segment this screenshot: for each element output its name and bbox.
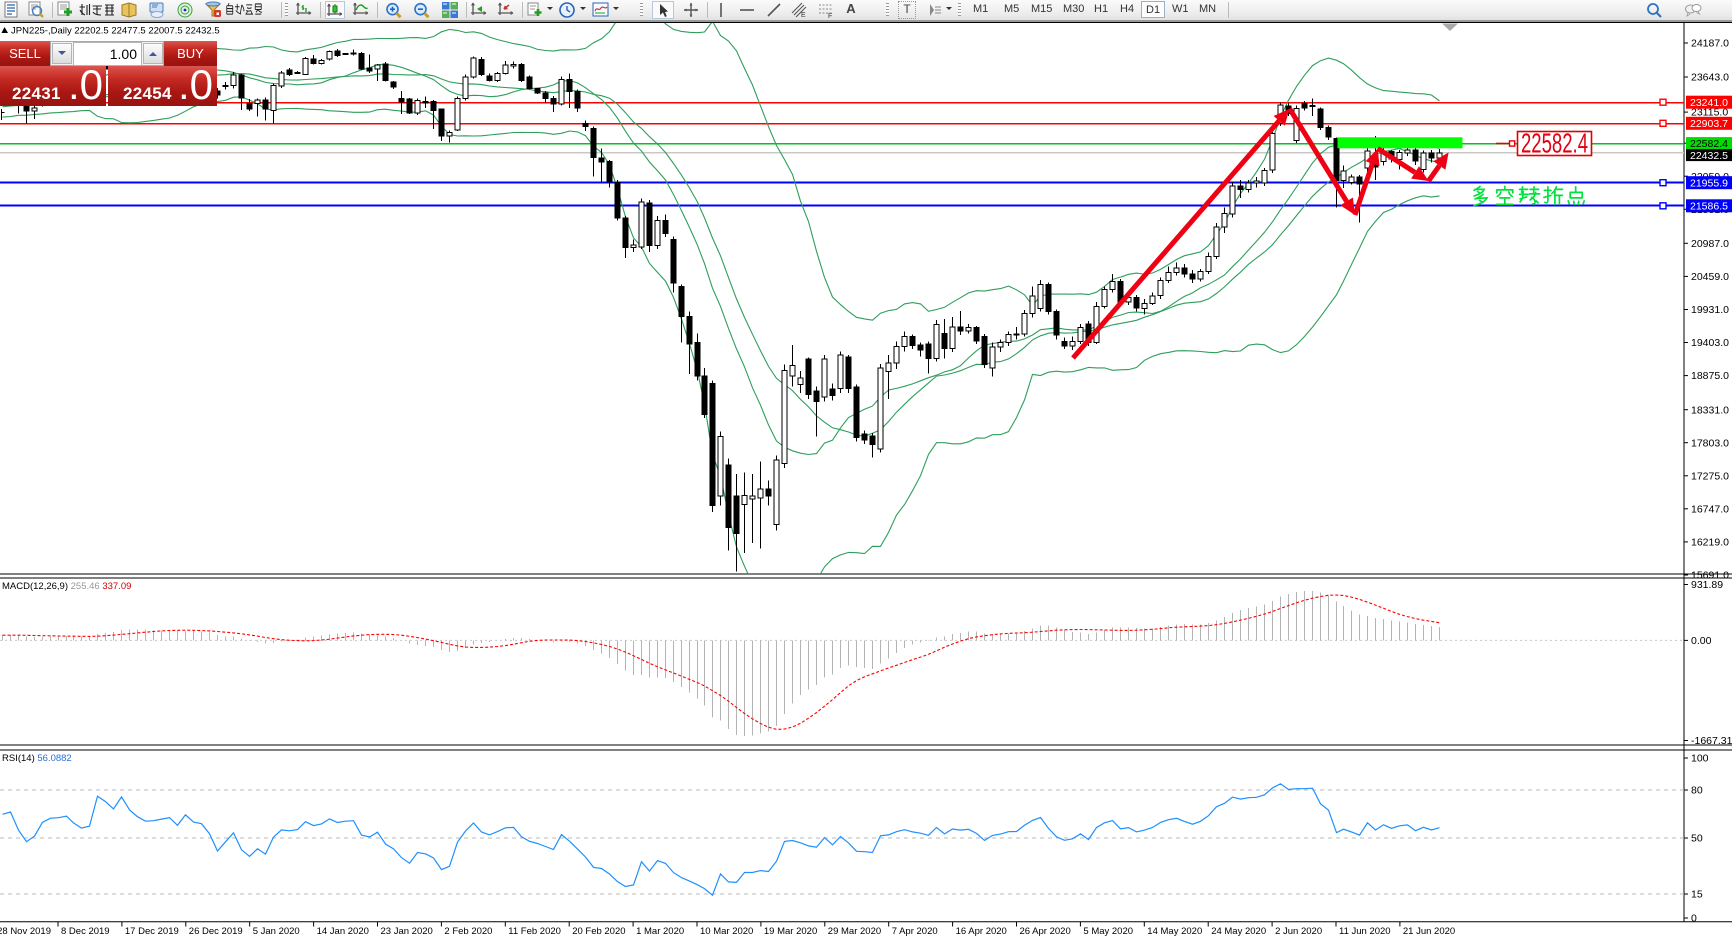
svg-text:17 Dec 2019: 17 Dec 2019 xyxy=(125,926,179,937)
svg-text:19 Mar 2020: 19 Mar 2020 xyxy=(764,926,817,937)
svg-text:11 Feb 2020: 11 Feb 2020 xyxy=(508,926,561,937)
svg-text:5 Jan 2020: 5 Jan 2020 xyxy=(253,926,300,937)
svg-text:23643.0: 23643.0 xyxy=(1691,72,1729,84)
svg-text:10 Mar 2020: 10 Mar 2020 xyxy=(700,926,753,937)
svg-text:15: 15 xyxy=(1691,889,1703,901)
svg-text:RSI(14) 56.0882: RSI(14) 56.0882 xyxy=(2,753,72,764)
svg-text:E: E xyxy=(801,12,806,19)
svg-text:24187.0: 24187.0 xyxy=(1691,38,1729,50)
svg-text:16 Apr 2020: 16 Apr 2020 xyxy=(956,926,1007,937)
svg-text:17803.0: 17803.0 xyxy=(1691,437,1729,449)
svg-text:23241.0: 23241.0 xyxy=(1690,97,1728,109)
svg-text:8 Dec 2019: 8 Dec 2019 xyxy=(61,926,110,937)
svg-text:26 Apr 2020: 26 Apr 2020 xyxy=(1020,926,1071,937)
svg-text:18875.0: 18875.0 xyxy=(1691,370,1729,382)
svg-text:22582.4: 22582.4 xyxy=(1521,128,1588,159)
svg-text:22432.5: 22432.5 xyxy=(1690,150,1728,162)
svg-text:20 Feb 2020: 20 Feb 2020 xyxy=(572,926,625,937)
svg-text:100: 100 xyxy=(1691,753,1709,765)
svg-text:17275.0: 17275.0 xyxy=(1691,470,1729,482)
svg-text:22582.4: 22582.4 xyxy=(1690,138,1728,150)
svg-text:24 May 2020: 24 May 2020 xyxy=(1211,926,1266,937)
svg-text:14 May 2020: 14 May 2020 xyxy=(1147,926,1202,937)
svg-text:-1667.31: -1667.31 xyxy=(1691,735,1732,747)
svg-text:16219.0: 16219.0 xyxy=(1691,537,1729,549)
svg-text:26 Dec 2019: 26 Dec 2019 xyxy=(189,926,243,937)
svg-text:F: F xyxy=(828,13,832,19)
svg-text:5 May 2020: 5 May 2020 xyxy=(1083,926,1133,937)
svg-text:15691.0: 15691.0 xyxy=(1691,570,1729,582)
svg-text:1 Mar 2020: 1 Mar 2020 xyxy=(636,926,684,937)
svg-text:19403.0: 19403.0 xyxy=(1691,337,1729,349)
svg-text:28 Nov 2019: 28 Nov 2019 xyxy=(0,926,51,937)
svg-text:0.00: 0.00 xyxy=(1691,635,1712,647)
svg-text:18331.0: 18331.0 xyxy=(1691,404,1729,416)
svg-text:29 Mar 2020: 29 Mar 2020 xyxy=(828,926,881,937)
svg-text:21955.9: 21955.9 xyxy=(1690,178,1728,190)
svg-text:2 Feb 2020: 2 Feb 2020 xyxy=(444,926,492,937)
svg-text:19931.0: 19931.0 xyxy=(1691,304,1729,316)
svg-text:11 Jun 2020: 11 Jun 2020 xyxy=(1339,926,1391,937)
svg-text:0: 0 xyxy=(1691,913,1697,925)
svg-text:931.89: 931.89 xyxy=(1691,579,1723,591)
svg-text:80: 80 xyxy=(1691,785,1703,797)
svg-text:16747.0: 16747.0 xyxy=(1691,503,1729,515)
svg-text:JPN225-,Daily 22202.5 22477.5: JPN225-,Daily 22202.5 22477.5 22007.5 22… xyxy=(11,26,220,37)
svg-text:21 Jun 2020: 21 Jun 2020 xyxy=(1403,926,1455,937)
svg-text:23115.0: 23115.0 xyxy=(1691,107,1728,119)
svg-text:21586.5: 21586.5 xyxy=(1690,201,1728,213)
svg-text:2 Jun 2020: 2 Jun 2020 xyxy=(1275,926,1322,937)
svg-text:50: 50 xyxy=(1691,833,1703,845)
svg-text:14 Jan 2020: 14 Jan 2020 xyxy=(317,926,369,937)
svg-text:20987.0: 20987.0 xyxy=(1691,238,1729,250)
svg-text:22903.7: 22903.7 xyxy=(1690,118,1728,130)
svg-text:23 Jan 2020: 23 Jan 2020 xyxy=(381,926,433,937)
svg-text:20459.0: 20459.0 xyxy=(1691,271,1729,283)
svg-text:7 Apr 2020: 7 Apr 2020 xyxy=(892,926,938,937)
svg-text:MACD(12,26,9) 255.46 337.09: MACD(12,26,9) 255.46 337.09 xyxy=(2,581,131,592)
